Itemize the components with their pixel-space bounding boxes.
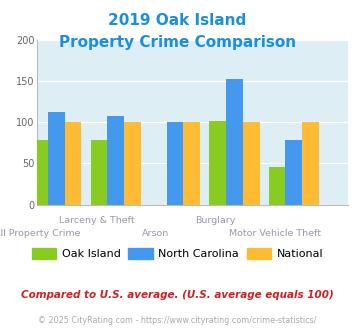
- Text: Burglary: Burglary: [195, 216, 236, 225]
- Bar: [209, 121, 226, 205]
- Bar: [184, 122, 200, 205]
- Bar: [285, 140, 302, 205]
- Text: 2019 Oak Island: 2019 Oak Island: [108, 13, 247, 28]
- Legend: Oak Island, North Carolina, National: Oak Island, North Carolina, National: [27, 244, 328, 263]
- Text: Property Crime Comparison: Property Crime Comparison: [59, 35, 296, 50]
- Bar: [31, 140, 48, 205]
- Bar: [65, 122, 81, 205]
- Bar: [167, 122, 184, 205]
- Bar: [243, 122, 260, 205]
- Bar: [226, 79, 243, 205]
- Bar: [302, 122, 319, 205]
- Text: Larceny & Theft: Larceny & Theft: [59, 216, 135, 225]
- Bar: [91, 140, 107, 205]
- Bar: [269, 167, 285, 205]
- Bar: [107, 116, 124, 205]
- Text: Compared to U.S. average. (U.S. average equals 100): Compared to U.S. average. (U.S. average …: [21, 290, 334, 300]
- Bar: [48, 112, 65, 205]
- Text: Arson: Arson: [142, 229, 170, 238]
- Bar: [124, 122, 141, 205]
- Text: Motor Vehicle Theft: Motor Vehicle Theft: [229, 229, 321, 238]
- Text: All Property Crime: All Property Crime: [0, 229, 81, 238]
- Text: © 2025 CityRating.com - https://www.cityrating.com/crime-statistics/: © 2025 CityRating.com - https://www.city…: [38, 315, 317, 325]
